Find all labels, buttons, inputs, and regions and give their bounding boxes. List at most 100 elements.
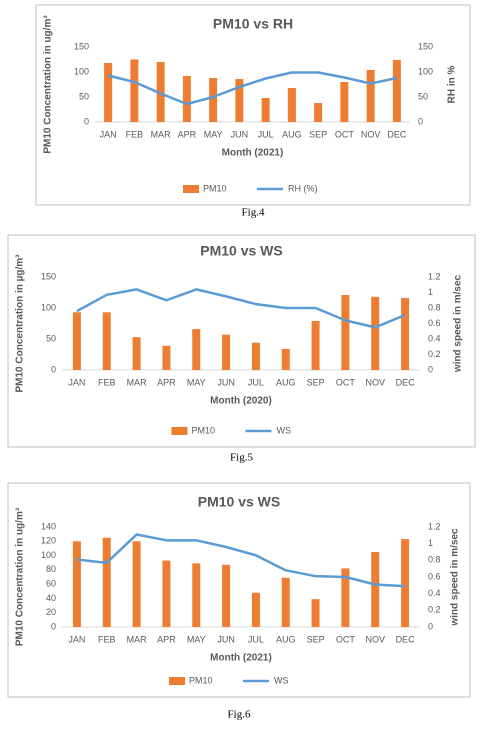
y-tick-label: 140 bbox=[41, 521, 56, 531]
y2-tick-label: 100 bbox=[418, 66, 433, 76]
y-tick-label: 50 bbox=[46, 333, 56, 343]
bar bbox=[222, 334, 231, 370]
x-tick-label: SEP bbox=[309, 129, 327, 139]
chart-title: PM10 vs WS bbox=[198, 494, 280, 510]
bar bbox=[366, 70, 375, 122]
y2-tick-label: 1 bbox=[428, 538, 433, 548]
y-tick-label: 100 bbox=[41, 302, 56, 312]
y2-axis-title: wind speed in m/sec bbox=[450, 528, 461, 627]
y-tick-label: 120 bbox=[41, 536, 56, 546]
x-tick-label: MAY bbox=[187, 377, 206, 387]
x-tick-label: MAY bbox=[204, 129, 223, 139]
x-axis-title: Month (2021) bbox=[210, 653, 272, 664]
x-tick-label: JUL bbox=[248, 377, 264, 387]
y-tick-label: 150 bbox=[41, 271, 56, 281]
x-tick-label: AUG bbox=[276, 634, 296, 644]
bar bbox=[104, 63, 113, 122]
x-tick-label: NOV bbox=[365, 634, 385, 644]
legend-label: PM10 bbox=[189, 675, 213, 685]
x-tick-label: DEC bbox=[387, 129, 407, 139]
y-axis-title: PM10 Concentration in ug/m³ bbox=[15, 507, 26, 646]
bar bbox=[371, 296, 380, 370]
y2-tick-label: 0 bbox=[418, 116, 423, 126]
figure-caption: Fig.4 bbox=[242, 207, 265, 219]
line bbox=[76, 533, 406, 588]
x-tick-label: NOV bbox=[365, 377, 385, 387]
bar bbox=[311, 599, 320, 627]
bar bbox=[392, 60, 401, 122]
y-tick-label: 40 bbox=[46, 593, 56, 603]
y2-tick-label: 1.2 bbox=[428, 271, 441, 281]
bar bbox=[311, 321, 320, 370]
bar bbox=[341, 294, 350, 370]
x-tick-label: FEB bbox=[98, 377, 116, 387]
y-tick-label: 100 bbox=[41, 550, 56, 560]
y2-tick-label: 0.2 bbox=[428, 605, 441, 615]
bar bbox=[287, 88, 296, 122]
bar bbox=[209, 78, 218, 122]
bar bbox=[341, 568, 350, 627]
bar bbox=[314, 103, 323, 122]
x-tick-label: APR bbox=[157, 634, 176, 644]
x-tick-label: FEB bbox=[98, 634, 116, 644]
x-tick-label: JAN bbox=[68, 377, 85, 387]
x-tick-label: APR bbox=[178, 129, 197, 139]
bar bbox=[281, 577, 290, 627]
x-tick-label: JUN bbox=[217, 377, 235, 387]
x-tick-label: FEB bbox=[126, 129, 144, 139]
y-tick-label: 0 bbox=[51, 621, 56, 631]
legend-label: RH (%) bbox=[288, 183, 318, 193]
bar bbox=[156, 62, 165, 122]
bar bbox=[401, 539, 410, 627]
x-tick-label: JAN bbox=[68, 634, 85, 644]
x-tick-label: JUN bbox=[231, 129, 249, 139]
bar bbox=[371, 552, 380, 627]
y-tick-label: 60 bbox=[46, 579, 56, 589]
chart-title: PM10 vs WS bbox=[200, 243, 282, 259]
chart-frame bbox=[7, 234, 476, 448]
bar bbox=[72, 312, 81, 370]
x-tick-label: MAR bbox=[127, 377, 148, 387]
y2-tick-label: 0 bbox=[428, 621, 433, 631]
x-tick-label: MAY bbox=[187, 634, 206, 644]
bar bbox=[251, 342, 260, 370]
bar bbox=[235, 79, 244, 122]
bar bbox=[132, 337, 141, 370]
bar bbox=[102, 537, 111, 627]
y2-tick-label: 1 bbox=[428, 287, 433, 297]
x-axis-title: Month (2020) bbox=[210, 396, 272, 407]
y-tick-label: 0 bbox=[51, 364, 56, 374]
legend-label: WS bbox=[277, 425, 292, 435]
x-tick-label: SEP bbox=[307, 634, 325, 644]
bar bbox=[401, 298, 410, 370]
x-tick-label: SEP bbox=[307, 377, 325, 387]
bar bbox=[261, 98, 270, 122]
legend-label: PM10 bbox=[192, 425, 216, 435]
y2-axis-title: wind speed in m/sec bbox=[453, 274, 464, 373]
figure-caption: Fig.6 bbox=[228, 709, 251, 721]
bar bbox=[132, 541, 141, 627]
y-axis-title: PM10 Concentration in ug/m³ bbox=[43, 15, 54, 154]
legend-swatch bbox=[183, 185, 199, 193]
y2-tick-label: 0.4 bbox=[428, 588, 441, 598]
x-tick-label: JAN bbox=[100, 129, 117, 139]
x-tick-label: DEC bbox=[396, 634, 416, 644]
bar bbox=[72, 541, 81, 627]
x-tick-label: AUG bbox=[282, 129, 302, 139]
y2-tick-label: 0.8 bbox=[428, 555, 441, 565]
chart-title: PM10 vs RH bbox=[213, 16, 293, 32]
x-tick-label: OCT bbox=[336, 377, 356, 387]
y-tick-label: 20 bbox=[46, 607, 56, 617]
figure-caption: Fig.5 bbox=[230, 452, 253, 464]
line bbox=[107, 71, 398, 106]
y-tick-label: 50 bbox=[79, 91, 89, 101]
bar bbox=[340, 82, 349, 122]
legend-swatch bbox=[171, 427, 188, 435]
x-tick-label: NOV bbox=[361, 129, 381, 139]
x-tick-label: MAR bbox=[127, 634, 148, 644]
y2-tick-label: 0.4 bbox=[428, 333, 441, 343]
bar bbox=[192, 563, 201, 627]
bar bbox=[130, 59, 139, 122]
x-tick-label: MAR bbox=[151, 129, 172, 139]
